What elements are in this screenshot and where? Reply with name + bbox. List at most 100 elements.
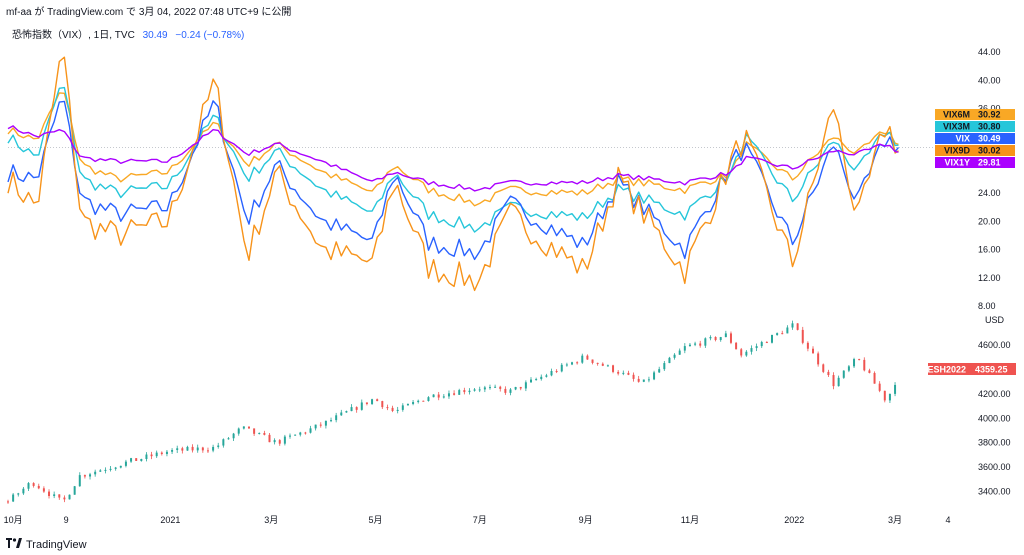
es-candle — [222, 439, 225, 446]
time-axis-label: 5月 — [368, 515, 382, 525]
es-candle — [324, 420, 327, 426]
es-candle — [535, 379, 538, 381]
vix-series-lines — [7, 56, 935, 292]
es-candle — [586, 355, 589, 360]
es-candle — [42, 488, 45, 492]
es-candle — [812, 348, 815, 354]
es-candle — [781, 333, 784, 335]
es-candle — [78, 475, 81, 487]
es-candle — [73, 486, 76, 495]
es-candle — [468, 390, 471, 393]
time-axis-label: 10月 — [4, 515, 23, 525]
es-candle — [745, 351, 748, 356]
tag-esh2022 — [928, 363, 1016, 375]
time-axis-label: 9月 — [579, 515, 593, 525]
es-candle — [309, 428, 312, 433]
es-candle — [647, 379, 650, 381]
es-candle — [658, 369, 661, 373]
es-candle — [201, 447, 204, 451]
es-candle — [627, 372, 630, 375]
es-candle — [150, 454, 153, 457]
es-candle — [791, 323, 794, 328]
es-candle — [22, 488, 25, 494]
vix-axis-tick: 8.00 — [978, 301, 996, 311]
time-axis-label: 4 — [946, 515, 951, 525]
tag-name-vix3m: VIX3M — [943, 122, 970, 132]
es-candle — [278, 440, 281, 444]
es-candle — [32, 483, 35, 486]
es-candle — [17, 493, 20, 495]
es-candle — [576, 362, 579, 364]
es-candle — [294, 434, 297, 436]
vix-axis-tick: 12.00 — [978, 273, 1001, 283]
vix-axis-tick: 24.00 — [978, 188, 1001, 198]
es-candle — [412, 402, 415, 404]
es-candle — [888, 393, 891, 401]
es-candle — [104, 469, 107, 471]
es-candle — [499, 386, 502, 389]
tag-value-vix: 30.49 — [978, 134, 1001, 144]
es-candle — [478, 389, 481, 391]
es-candle — [591, 359, 594, 363]
es-candle — [135, 458, 138, 461]
es-candle — [653, 372, 656, 380]
tradingview-logo-icon — [6, 538, 22, 551]
tag-name-vix: VIX — [955, 134, 970, 144]
series-line-vix — [7, 100, 900, 261]
es-candle — [699, 343, 702, 346]
es-candle — [58, 494, 61, 498]
es-axis-tick: 4000.00 — [978, 413, 1011, 423]
es-candle — [171, 450, 174, 452]
es-candle — [109, 468, 112, 470]
tag-name-vix9d: VIX9D — [944, 146, 971, 156]
series-line-vix1y — [7, 125, 899, 192]
es-candle — [473, 389, 476, 391]
es-candle — [729, 333, 732, 343]
tag-vix — [935, 133, 1015, 144]
es-candle — [514, 386, 517, 390]
es-candle — [724, 333, 727, 338]
es-candle — [760, 342, 763, 347]
es-candle — [673, 354, 676, 358]
es-candle — [114, 467, 117, 469]
es-candle — [124, 461, 127, 466]
es-candle — [94, 471, 97, 475]
es-candle — [186, 446, 189, 451]
vix-axis-tick: 36.00 — [978, 104, 1001, 114]
es-candle — [750, 348, 753, 352]
es-candle — [99, 470, 102, 472]
es-candle — [232, 433, 235, 439]
es-candle — [355, 407, 358, 410]
es-candle — [289, 435, 292, 437]
es-candle — [555, 371, 558, 373]
es-candle — [719, 337, 722, 341]
es-candle — [63, 497, 66, 500]
es-candle — [863, 359, 866, 371]
es-candle — [130, 458, 133, 462]
es-candle — [622, 372, 625, 374]
es-candle — [688, 344, 691, 347]
es-candle — [263, 432, 266, 435]
es-candle — [868, 370, 871, 373]
es-candle — [442, 396, 445, 398]
es-candle — [776, 333, 779, 335]
es-candle — [7, 501, 9, 503]
time-axis-label: 7月 — [473, 515, 487, 525]
es-candle — [509, 389, 512, 393]
es-axis-tick: 4600.00 — [978, 340, 1011, 350]
tag-value-vix1y: 29.81 — [978, 158, 1001, 168]
es-unit-label: USD — [985, 315, 1005, 325]
es-candle — [12, 494, 15, 502]
es-candle — [350, 407, 353, 412]
es-candle — [417, 400, 420, 403]
es-candle — [617, 371, 620, 374]
es-candle — [801, 329, 804, 343]
es-candle — [427, 397, 430, 401]
es-candle — [560, 364, 563, 372]
es-candle — [668, 357, 671, 364]
es-candle — [842, 370, 845, 378]
es-candle — [181, 448, 184, 451]
es-candle — [806, 342, 809, 349]
es-candle — [683, 346, 686, 351]
